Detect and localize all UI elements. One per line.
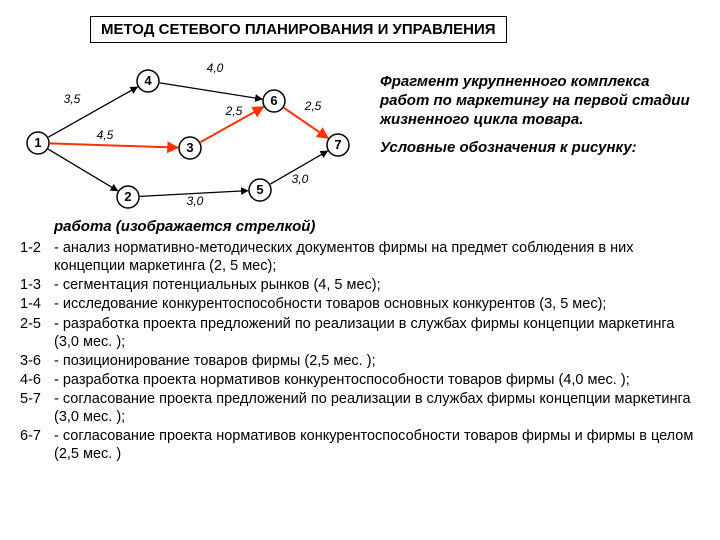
node-label-5: 5	[256, 182, 263, 197]
edge-1-2	[48, 149, 117, 191]
task-key: 1-4	[20, 295, 54, 313]
task-text: - разработка проекта нормативов конкурен…	[54, 371, 700, 389]
task-text: - согласование проекта предложений по ре…	[54, 390, 700, 426]
node-label-1: 1	[34, 135, 41, 150]
task-key: 5-7	[20, 390, 54, 426]
task-row: 1-3- сегментация потенциальных рынков (4…	[20, 276, 700, 294]
side-text: Фрагмент укрупненного комплекса работ по…	[380, 55, 700, 158]
legend-label: Условные обозначения к рисунку:	[380, 139, 700, 158]
task-row: 1-2- анализ нормативно-методических доку…	[20, 239, 700, 275]
task-row: 2-5- разработка проекта предложений по р…	[20, 315, 700, 351]
page-title: МЕТОД СЕТЕВОГО ПЛАНИРОВАНИЯ И УПРАВЛЕНИЯ	[90, 16, 507, 43]
edge-label-5-7: 3,0	[292, 172, 309, 186]
task-key: 4-6	[20, 371, 54, 389]
task-text: - согласование проекта нормативов конкур…	[54, 427, 700, 463]
task-row: 1-4- исследование конкурентоспособности …	[20, 295, 700, 313]
task-text: - исследование конкурентоспособности тов…	[54, 295, 700, 313]
task-text: - сегментация потенциальных рынков (4, 5…	[54, 276, 700, 294]
node-label-7: 7	[334, 137, 341, 152]
top-row: 4,5 3,5 3,0 2,5 4,0 3,0 2,5 1 2 3 4 5 6 7 Фрагмент ук…	[20, 55, 700, 210]
task-row: 3-6- позиционирование товаров фирмы (2,5…	[20, 352, 700, 370]
network-diagram: 4,5 3,5 3,0 2,5 4,0 3,0 2,5 1 2 3 4 5 6 7	[20, 55, 360, 210]
edge-label-1-3: 4,5	[97, 128, 114, 142]
edge-4-6	[160, 83, 262, 99]
task-row: 6-7- согласование проекта нормативов кон…	[20, 427, 700, 463]
task-key: 1-3	[20, 276, 54, 294]
task-text: - разработка проекта предложений по реал…	[54, 315, 700, 351]
edge-label-4-6: 4,0	[207, 61, 224, 75]
task-text: - анализ нормативно-методических докумен…	[54, 239, 700, 275]
edge-label-6-7: 2,5	[304, 99, 322, 113]
side-caption: Фрагмент укрупненного комплекса работ по…	[380, 73, 700, 129]
task-key: 1-2	[20, 239, 54, 275]
node-label-3: 3	[186, 140, 193, 155]
edge-1-4	[48, 87, 137, 137]
task-text: - позиционирование товаров фирмы (2,5 ме…	[54, 352, 700, 370]
node-label-4: 4	[144, 73, 152, 88]
edge-label-1-4: 3,5	[64, 92, 81, 106]
node-label-2: 2	[124, 189, 131, 204]
task-key: 2-5	[20, 315, 54, 351]
edge-label-3-6: 2,5	[225, 104, 243, 118]
task-list: 1-2- анализ нормативно-методических доку…	[20, 239, 700, 464]
edge-1-3	[50, 143, 178, 147]
task-row: 5-7- согласование проекта предложений по…	[20, 390, 700, 426]
task-row: 4-6- разработка проекта нормативов конку…	[20, 371, 700, 389]
rabota-label: работа (изображается стрелкой)	[54, 218, 700, 235]
node-label-6: 6	[270, 93, 277, 108]
task-key: 3-6	[20, 352, 54, 370]
task-key: 6-7	[20, 427, 54, 463]
edge-label-2-5: 3,0	[187, 194, 204, 208]
